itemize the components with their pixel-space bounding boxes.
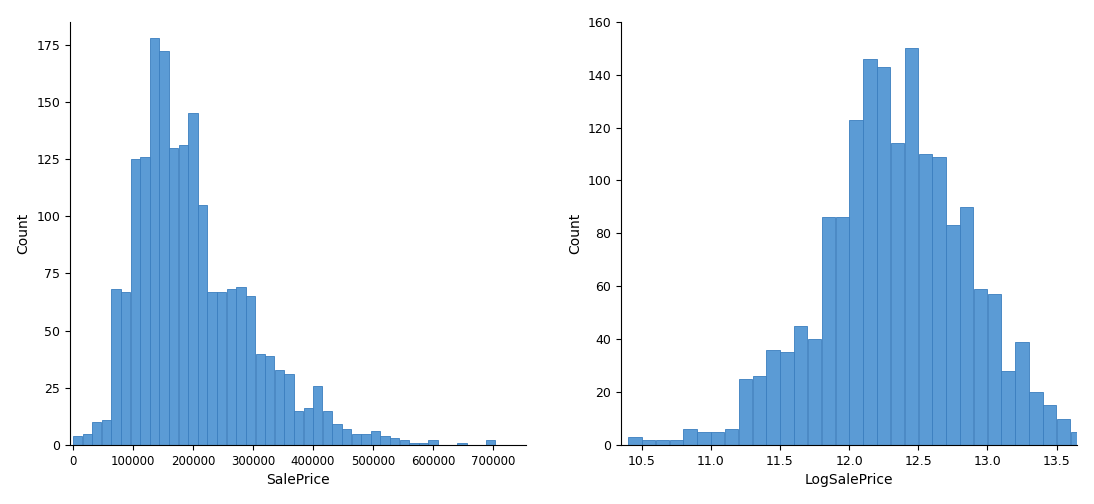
Y-axis label: Count: Count: [16, 213, 31, 254]
Bar: [863, 58, 876, 445]
Bar: [684, 429, 697, 445]
Bar: [170, 148, 178, 445]
Bar: [974, 289, 987, 445]
Bar: [946, 225, 959, 445]
Bar: [342, 429, 351, 445]
Bar: [160, 51, 168, 445]
Bar: [198, 205, 207, 445]
Bar: [932, 157, 945, 445]
Bar: [188, 113, 198, 445]
Bar: [275, 369, 284, 445]
Bar: [711, 432, 724, 445]
Bar: [457, 443, 466, 445]
Bar: [794, 326, 807, 445]
Bar: [919, 154, 932, 445]
Bar: [294, 411, 303, 445]
Bar: [429, 440, 438, 445]
Bar: [256, 353, 265, 445]
Bar: [486, 440, 496, 445]
Bar: [178, 145, 188, 445]
Bar: [891, 144, 905, 445]
X-axis label: SalePrice: SalePrice: [266, 473, 329, 487]
Bar: [1057, 419, 1070, 445]
Bar: [655, 440, 670, 445]
Bar: [265, 356, 275, 445]
Bar: [399, 440, 409, 445]
Bar: [82, 433, 92, 445]
Bar: [1001, 371, 1015, 445]
Bar: [246, 296, 255, 445]
Bar: [1084, 434, 1094, 445]
Bar: [1029, 392, 1043, 445]
Bar: [208, 292, 217, 445]
Bar: [836, 218, 849, 445]
Bar: [419, 443, 428, 445]
Bar: [381, 436, 389, 445]
Bar: [112, 289, 120, 445]
Bar: [313, 386, 323, 445]
Bar: [822, 218, 835, 445]
Bar: [389, 438, 399, 445]
Bar: [738, 379, 753, 445]
Bar: [961, 207, 974, 445]
Bar: [92, 422, 102, 445]
Bar: [121, 292, 130, 445]
Bar: [988, 294, 1001, 445]
Bar: [1015, 342, 1028, 445]
Bar: [371, 431, 380, 445]
Bar: [323, 411, 333, 445]
Bar: [780, 352, 793, 445]
Bar: [130, 159, 140, 445]
Bar: [361, 433, 371, 445]
Bar: [725, 429, 738, 445]
Bar: [697, 432, 711, 445]
X-axis label: LogSalePrice: LogSalePrice: [805, 473, 894, 487]
Bar: [140, 157, 150, 445]
Bar: [409, 443, 419, 445]
Bar: [905, 48, 918, 445]
Bar: [236, 287, 246, 445]
Bar: [1043, 405, 1057, 445]
Bar: [351, 433, 361, 445]
Bar: [767, 350, 780, 445]
Bar: [150, 38, 159, 445]
Y-axis label: Count: Count: [568, 213, 582, 254]
Bar: [73, 436, 82, 445]
Bar: [753, 376, 766, 445]
Bar: [303, 408, 313, 445]
Bar: [1071, 432, 1084, 445]
Bar: [628, 437, 641, 445]
Bar: [217, 292, 226, 445]
Bar: [642, 440, 655, 445]
Bar: [877, 67, 891, 445]
Bar: [849, 119, 863, 445]
Bar: [284, 374, 293, 445]
Bar: [807, 339, 822, 445]
Bar: [333, 424, 341, 445]
Bar: [670, 440, 683, 445]
Bar: [102, 420, 112, 445]
Bar: [226, 289, 236, 445]
